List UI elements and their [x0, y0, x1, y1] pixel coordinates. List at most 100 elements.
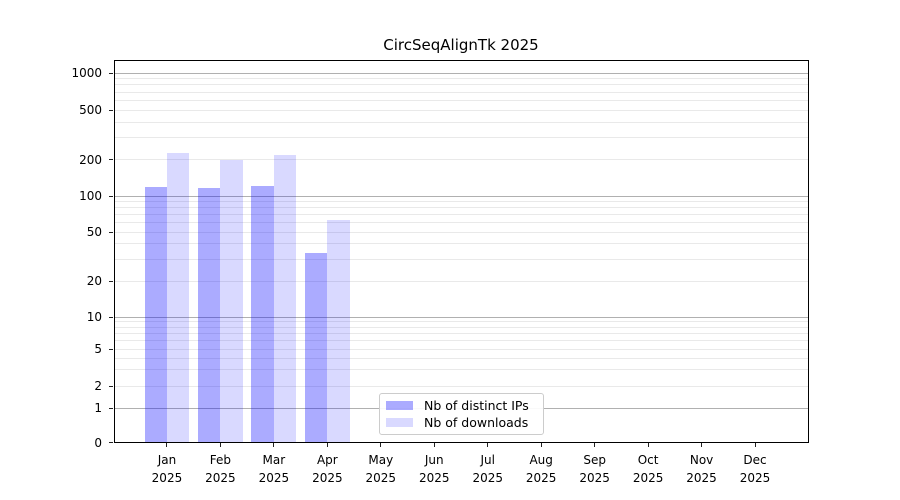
x-tick-label-feb: Feb 2025: [180, 452, 260, 487]
bar-distinct-ips-jan: [144, 186, 167, 443]
month-label: Feb: [209, 453, 232, 467]
y-tick-mark: [109, 316, 113, 318]
month-label: Jul: [480, 453, 495, 467]
month-label: May: [368, 453, 394, 467]
y-tick-label: 100: [79, 189, 102, 203]
bar-downloads-mar: [273, 155, 297, 443]
minor-gridline: [114, 137, 808, 139]
minor-gridline: [114, 231, 808, 233]
month-label: Sep: [583, 453, 606, 467]
x-tick-label-jul: Jul 2025: [448, 452, 528, 487]
x-tick-label-nov: Nov 2025: [662, 452, 742, 487]
minor-gridline: [114, 84, 808, 86]
y-tick-mark: [109, 72, 113, 74]
x-tick-mark: [594, 443, 596, 447]
y-tick-label: 500: [79, 103, 102, 117]
year-label: 2025: [258, 470, 290, 485]
month-label: Oct: [637, 453, 659, 467]
x-tick-label-aug: Aug 2025: [501, 452, 581, 487]
month-label: Dec: [743, 453, 767, 467]
x-tick-mark: [754, 443, 756, 447]
minor-gridline: [114, 348, 808, 350]
year-label: 2025: [418, 470, 450, 485]
x-tick-mark: [219, 443, 221, 447]
minor-gridline: [114, 214, 808, 216]
minor-gridline: [114, 321, 808, 323]
y-tick-label: 200: [79, 152, 102, 167]
x-tick-mark: [380, 443, 382, 447]
year-label: 2025: [686, 470, 717, 485]
y-tick-mark: [109, 231, 113, 233]
y-tick-label: 20: [86, 274, 102, 288]
minor-gridline: [114, 159, 808, 160]
y-tick-label: 5: [94, 342, 102, 356]
y-tick-mark: [109, 280, 113, 282]
minor-gridline: [114, 200, 808, 202]
minor-gridline: [114, 207, 808, 209]
minor-gridline: [114, 243, 808, 245]
y-tick-label: 50: [86, 225, 102, 239]
legend-item-downloads: Nb of downloads: [380, 414, 543, 431]
minor-gridline: [114, 91, 808, 93]
year-label: 2025: [312, 470, 343, 485]
y-tick-mark: [109, 159, 113, 160]
month-label: Apr: [316, 453, 338, 467]
minor-gridline: [114, 99, 808, 101]
y-tick-mark: [109, 442, 113, 443]
year-label: 2025: [205, 470, 236, 485]
chart-title: CircSeqAlignTk 2025: [383, 36, 539, 54]
year-label: 2025: [632, 470, 664, 485]
year-label: 2025: [472, 470, 503, 485]
y-tick-mark: [109, 385, 113, 387]
bar-distinct-ips-feb: [198, 188, 221, 443]
x-tick-label-may: May 2025: [341, 452, 421, 487]
x-tick-mark: [433, 443, 435, 447]
minor-gridline: [114, 258, 808, 260]
minor-gridline: [114, 369, 808, 371]
x-tick-mark: [166, 443, 168, 447]
month-label: Aug: [529, 453, 553, 467]
year-label: 2025: [739, 470, 771, 485]
x-tick-mark: [273, 443, 275, 447]
y-tick-label: 0: [94, 435, 102, 450]
year-label: 2025: [525, 470, 557, 485]
major-gridline: [114, 72, 808, 74]
minor-gridline: [114, 332, 808, 334]
legend-label-distinct-ips: Nb of distinct IPs: [424, 398, 529, 413]
minor-gridline: [114, 385, 808, 387]
y-tick-label: 1: [94, 401, 102, 415]
year-label: 2025: [365, 470, 397, 485]
minor-gridline: [114, 78, 808, 80]
bar-distinct-ips-apr: [304, 252, 328, 443]
legend-label-downloads: Nb of downloads: [424, 415, 529, 430]
month-label: Jan: [157, 453, 177, 467]
y-tick-mark: [109, 109, 113, 111]
x-tick-mark: [326, 443, 328, 447]
y-tick-mark: [109, 407, 113, 409]
minor-gridline: [114, 357, 808, 359]
y-tick-mark: [109, 348, 113, 350]
y-tick-label: 2: [94, 379, 102, 393]
month-label: Mar: [262, 453, 286, 467]
legend-item-distinct-ips: Nb of distinct IPs: [380, 397, 543, 414]
minor-gridline: [114, 340, 808, 342]
x-tick-label-oct: Oct 2025: [608, 452, 688, 487]
legend-swatch-downloads: [386, 418, 413, 427]
y-tick-label: 10: [86, 310, 102, 324]
x-tick-label-dec: Dec 2025: [715, 452, 795, 487]
legend: Nb of distinct IPs Nb of downloads: [379, 393, 544, 435]
x-tick-label-jan: Jan 2025: [127, 452, 207, 487]
x-tick-mark: [701, 443, 703, 447]
x-tick-label-jun: Jun 2025: [394, 452, 474, 487]
month-label: Jun: [424, 453, 444, 467]
minor-gridline: [114, 121, 808, 123]
minor-gridline: [114, 280, 808, 282]
x-tick-mark: [540, 443, 542, 447]
bar-downloads-feb: [220, 159, 243, 443]
x-tick-mark: [647, 443, 649, 447]
legend-swatch-distinct-ips: [386, 401, 413, 410]
y-tick-mark: [109, 195, 113, 197]
major-gridline: [114, 195, 808, 197]
x-tick-mark: [487, 443, 489, 447]
